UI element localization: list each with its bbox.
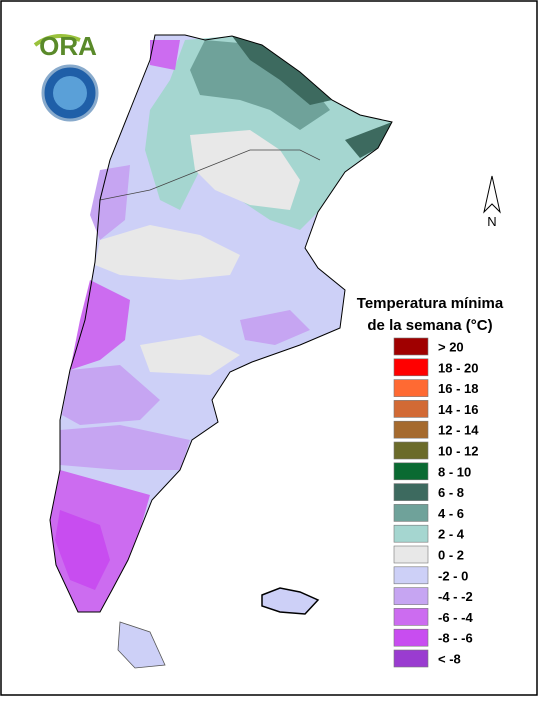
legend-swatch [393,545,429,564]
map-body [49,34,393,669]
legend-label: 8 - 10 [438,464,471,479]
legend-label: 6 - 8 [438,485,464,500]
legend-swatch [393,420,429,439]
logo-swoosh [33,34,81,47]
north-label: N [487,214,496,229]
legend-label: 2 - 4 [438,527,465,542]
legend-swatch [393,483,429,501]
legend-swatch [393,441,429,460]
legend-label: > 20 [438,340,464,355]
legend-swatch [393,358,429,377]
legend-label: -6 - -4 [438,610,473,625]
legend-swatch [393,504,429,522]
legend-label: 12 - 14 [438,423,479,438]
legend-swatch [393,337,429,356]
legend-label: 18 - 20 [438,360,478,375]
north-arrow: N [483,175,501,229]
legend-swatch [393,524,429,543]
legend-swatch [393,649,429,668]
legend-label: 16 - 18 [438,381,478,396]
legend-swatch [393,608,429,626]
legend-label: 4 - 6 [438,506,464,521]
legend-swatch [393,566,429,585]
legend-swatch [393,628,429,647]
legend-label: -2 - 0 [438,568,468,583]
north-arrow-shape [483,175,501,214]
emblem-inner [53,76,87,110]
legend: Temperatura mínima de la semana (°C) > 20 1… [357,295,504,668]
legend-label: 10 - 12 [438,444,478,459]
legend-swatch [393,462,429,481]
legend-title: de la semana (°C) [367,317,492,334]
legend-title: Temperatura mínima [357,295,504,312]
legend-label: 0 - 2 [438,548,464,563]
legend-swatch [393,587,429,605]
legend-label: 14 - 16 [438,402,478,417]
legend-label: < -8 [438,652,461,667]
legend-label: -4 - -2 [438,589,473,604]
logo-text: ORA [39,31,97,61]
legend-label: -8 - -6 [438,631,473,646]
logo: ORA [33,31,99,122]
legend-swatch [393,400,429,418]
legend-swatch [393,379,429,397]
